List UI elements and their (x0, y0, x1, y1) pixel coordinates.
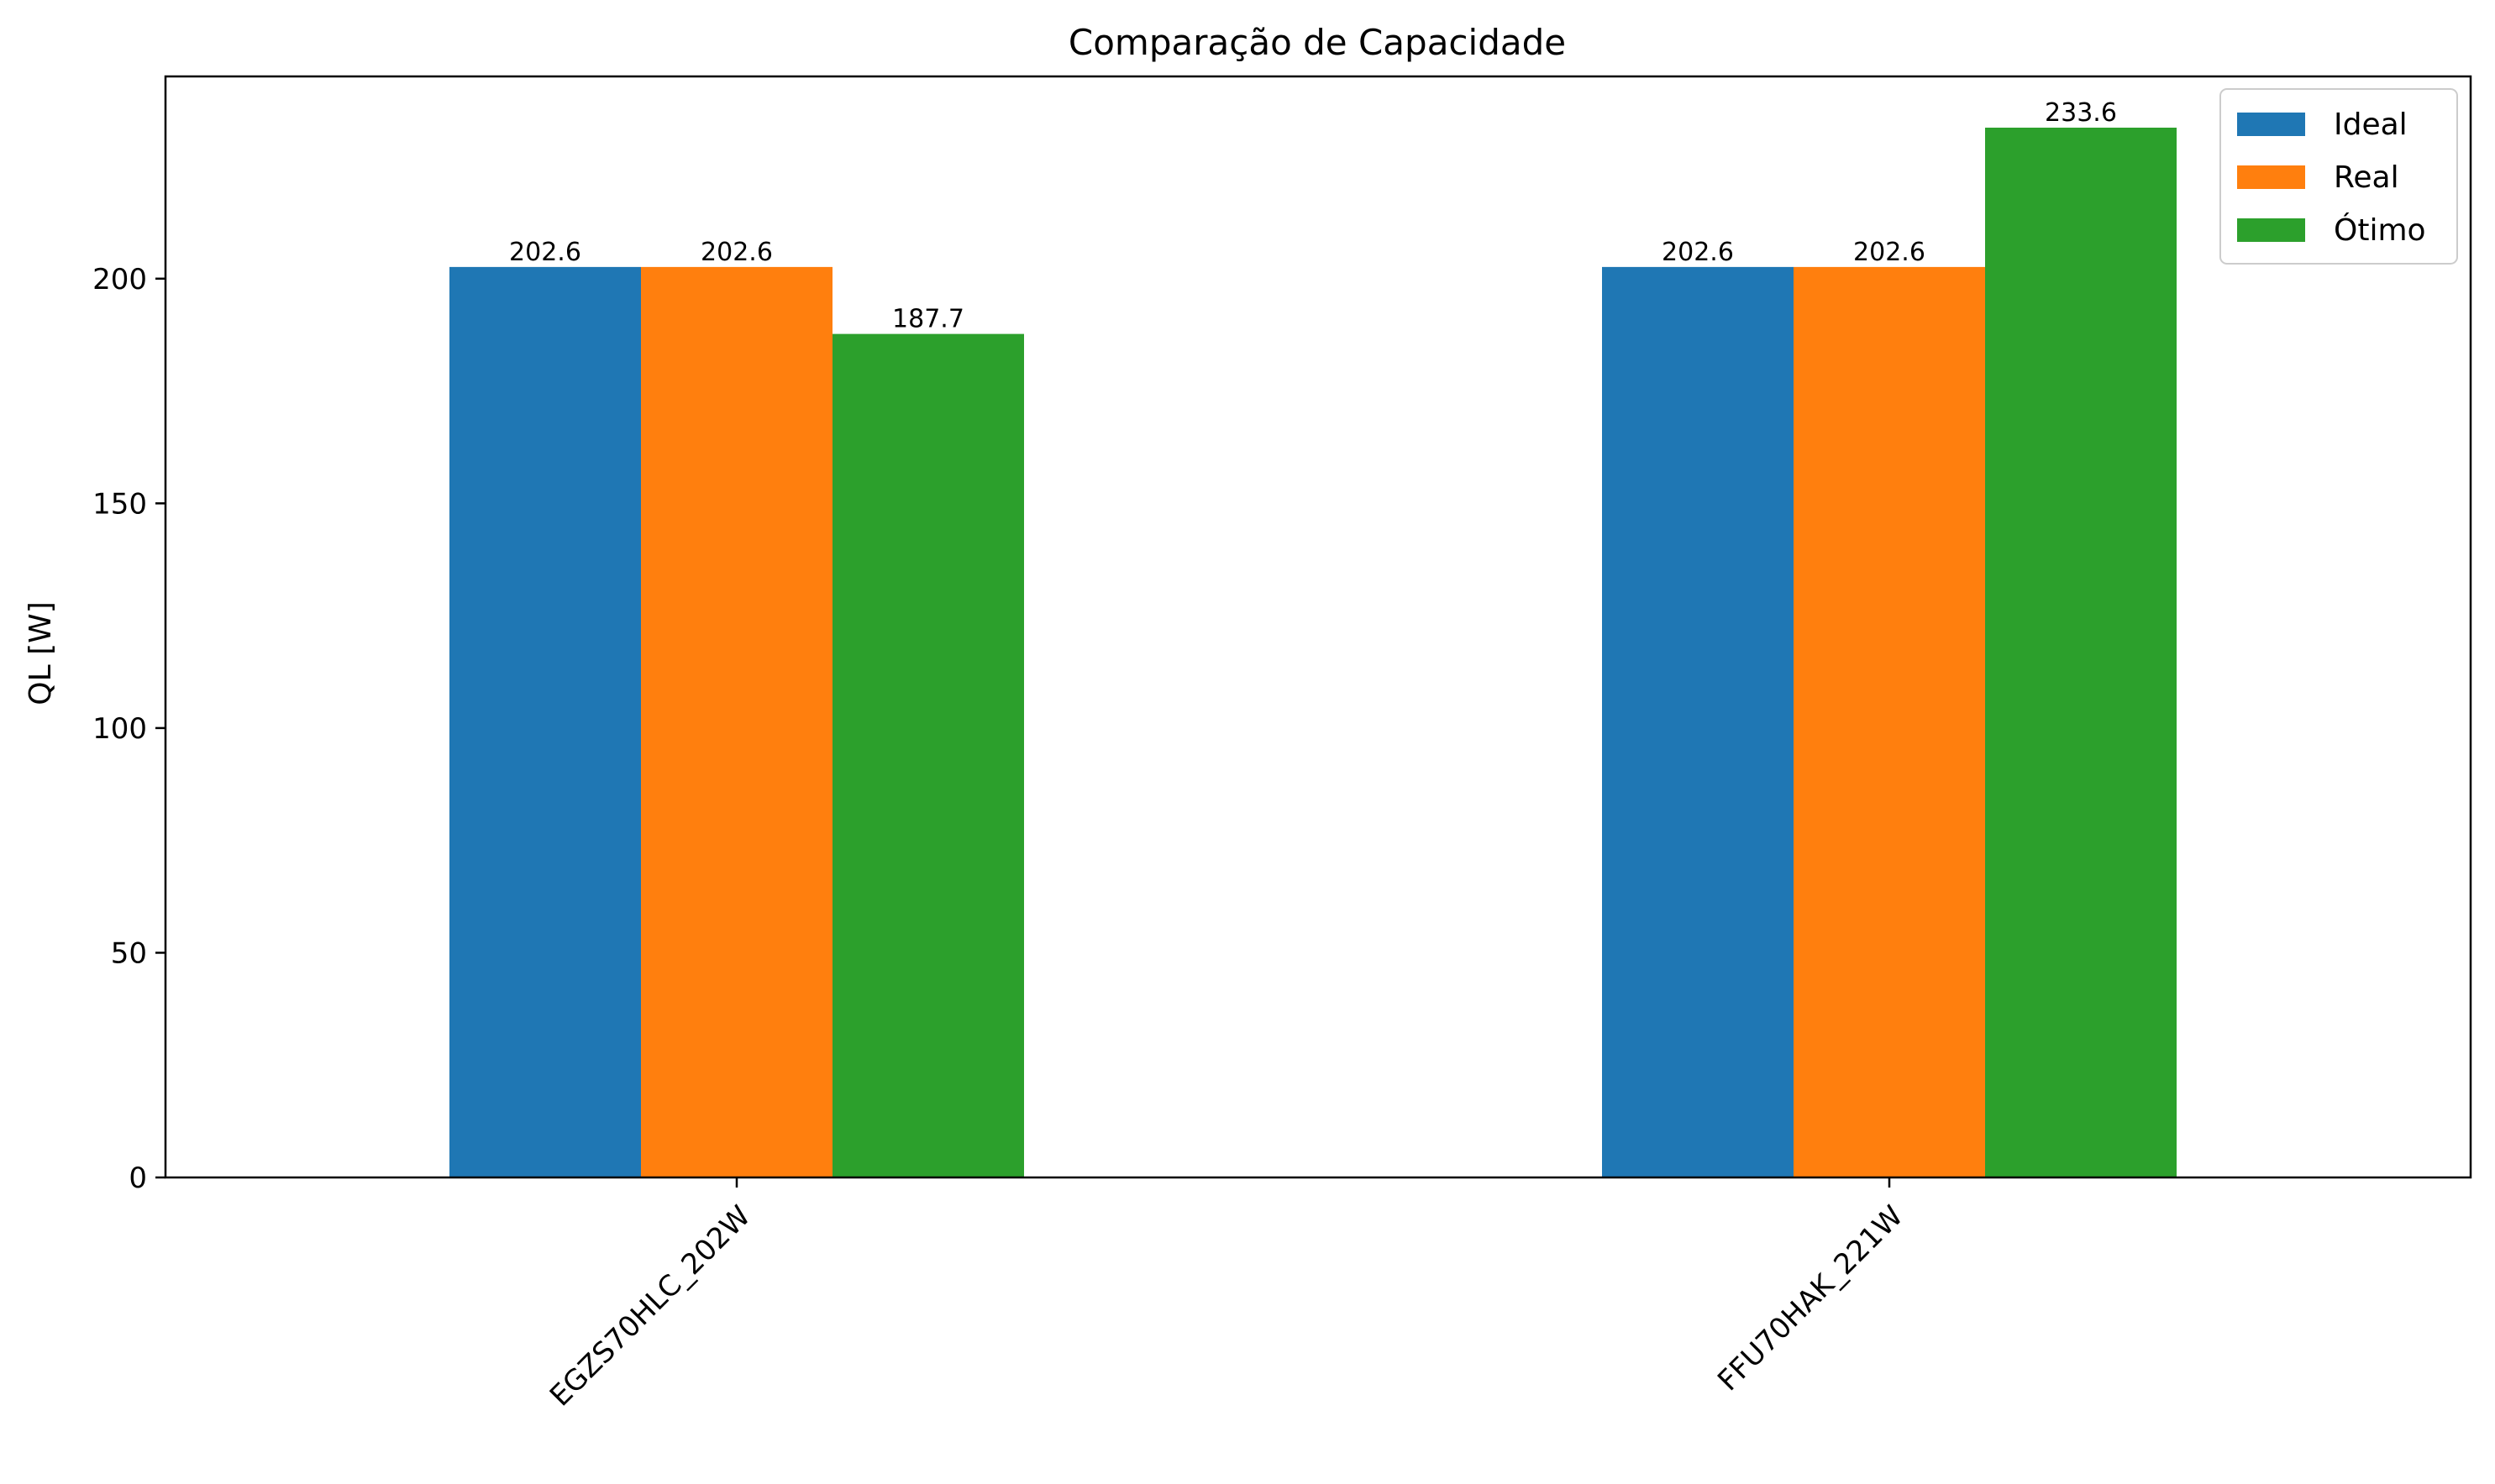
legend-swatch-real (2237, 165, 2305, 189)
data-label-ótimo-0: 187.7 (892, 305, 964, 334)
bar-real-1 (1794, 266, 1985, 1177)
y-tick-label: 150 (92, 487, 147, 521)
y-tick-label: 50 (111, 936, 147, 970)
legend-label-ideal: Ideal (2334, 107, 2408, 142)
plot-area-frame (164, 75, 2472, 1179)
bars-layer (449, 128, 2177, 1178)
bar-ideal-1 (1602, 266, 1794, 1177)
legend-label-ótimo: Ótimo (2334, 212, 2426, 248)
bar-ótimo-1 (1985, 128, 2177, 1178)
bar-ótimo-0 (833, 333, 1024, 1177)
y-tick-label: 0 (129, 1162, 147, 1195)
legend: Ideal Real Ótimo (2219, 88, 2458, 265)
legend-swatch-ideal (2237, 113, 2305, 136)
x-tick-label: EGZS70HLC_202W (544, 1199, 757, 1413)
data-label-real-1: 202.6 (1853, 238, 1925, 267)
data-label-ideal-1: 202.6 (1662, 238, 1734, 267)
y-axis-label: QL [W] (24, 601, 58, 705)
bar-ideal-0 (449, 266, 641, 1177)
x-tick-label: FFU70HAK_221W (1711, 1199, 1909, 1397)
legend-label-real: Real (2334, 160, 2399, 195)
y-axis-ticks: 0 50 100 150 200 (92, 263, 165, 1195)
bar-real-0 (641, 266, 833, 1177)
y-tick-label: 100 (92, 712, 147, 746)
data-labels-layer: 202.6 202.6 202.6 202.6 187.7 233.6 (509, 98, 2117, 334)
chart-title: Comparação de Capacidade (1069, 22, 1566, 63)
data-label-ideal-0: 202.6 (509, 238, 581, 267)
data-label-ótimo-1: 233.6 (2045, 98, 2117, 128)
data-label-real-0: 202.6 (701, 238, 773, 267)
x-axis-ticks: EGZS70HLC_202W FFU70HAK_221W (544, 1177, 1909, 1413)
y-tick-label: 200 (92, 263, 147, 296)
legend-swatch-ótimo (2237, 218, 2305, 242)
